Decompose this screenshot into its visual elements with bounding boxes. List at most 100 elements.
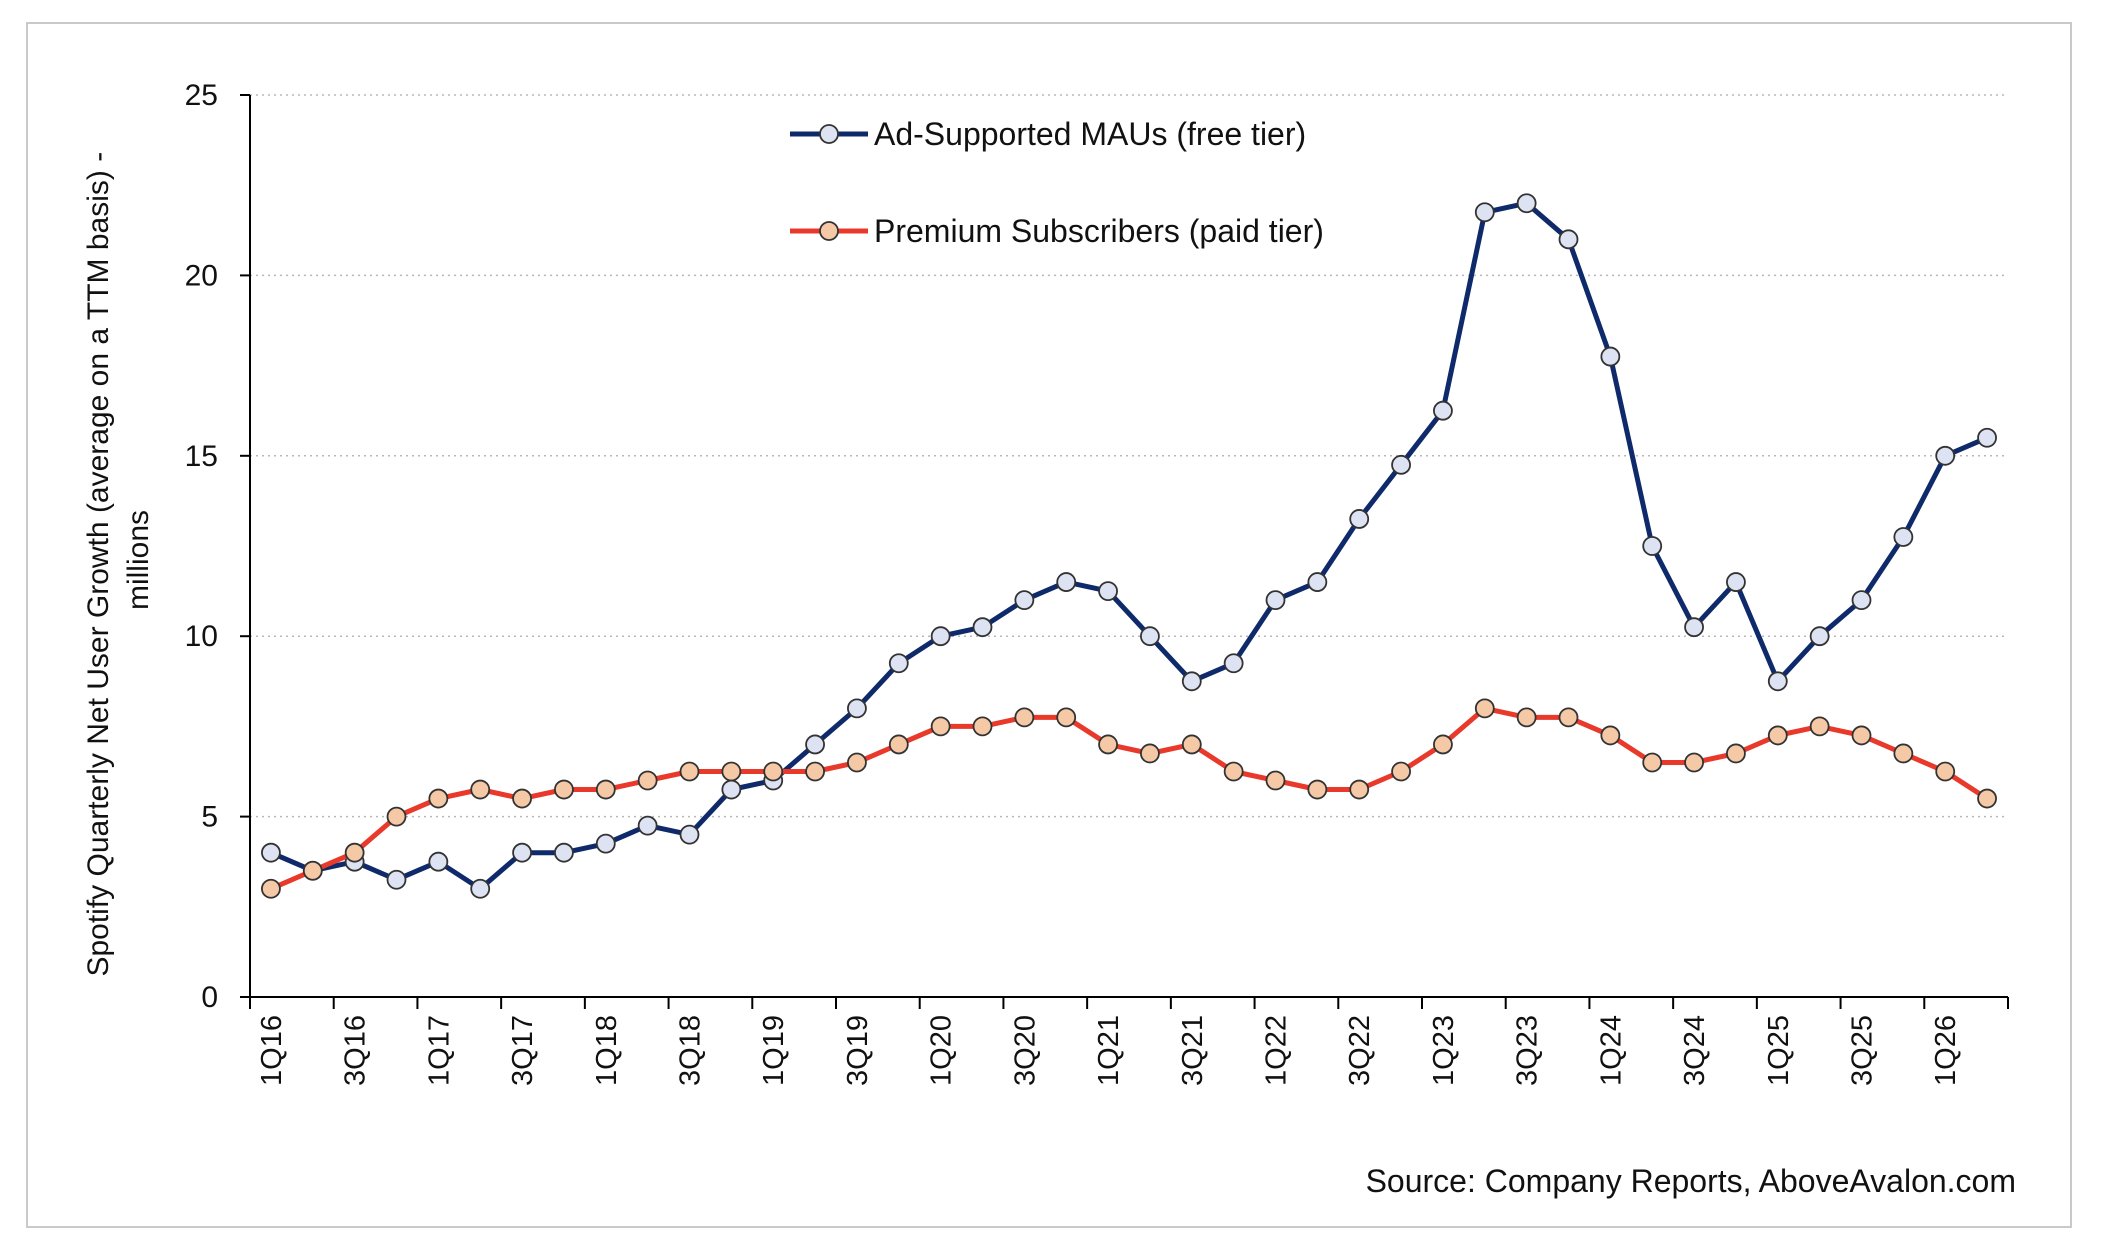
- data-point: [1809, 626, 1830, 647]
- x-tick-label: 1Q16: [256, 1015, 288, 1086]
- data-point: [637, 815, 658, 836]
- y-tick-label: 25: [185, 79, 218, 112]
- data-point: [1600, 725, 1621, 746]
- data-point: [470, 779, 491, 800]
- data-point: [386, 806, 407, 827]
- series-premium: [261, 698, 1997, 899]
- x-tick-label: 1Q26: [1930, 1015, 1962, 1086]
- x-tick-label: 3Q24: [1679, 1015, 1711, 1086]
- data-point: [1181, 734, 1202, 755]
- data-point: [1558, 707, 1579, 728]
- x-tick-label: 1Q22: [1261, 1015, 1293, 1086]
- legend-item: Ad-Supported MAUs (free tier): [790, 116, 1306, 152]
- x-axis-ticks: 1Q16 3Q16 1Q17 3Q17 1Q18 3Q18 1Q19 3Q19 1Q20 3Q20…: [249, 997, 2009, 1086]
- source-note: Source: Company Reports, AboveAvalon.com: [1366, 1163, 2016, 1199]
- data-point: [470, 878, 491, 899]
- data-point: [261, 878, 281, 899]
- data-point: [344, 842, 365, 863]
- data-point: [261, 842, 281, 863]
- axes: [249, 95, 2008, 998]
- y-tick-label: 20: [185, 259, 218, 292]
- data-point: [1767, 671, 1788, 692]
- gridlines: [250, 94, 2008, 818]
- data-point: [1265, 590, 1286, 611]
- x-tick-label: 1Q18: [591, 1015, 623, 1086]
- x-tick-label: 3Q23: [1512, 1015, 1544, 1086]
- data-point: [1809, 716, 1830, 737]
- data-point: [1767, 725, 1788, 746]
- data-point: [1307, 779, 1328, 800]
- data-point: [1851, 725, 1872, 746]
- legend-marker: [819, 221, 839, 241]
- data-point: [1265, 770, 1286, 791]
- data-point: [1014, 707, 1035, 728]
- y-tick-label: 10: [185, 620, 218, 653]
- data-point: [721, 761, 742, 782]
- data-point: [428, 851, 449, 872]
- x-tick-label: 1Q21: [1093, 1015, 1125, 1086]
- data-point: [1349, 509, 1370, 529]
- data-point: [512, 842, 532, 863]
- legend-label: Ad-Supported MAUs (free tier): [874, 116, 1306, 152]
- chart-frame: [26, 22, 2072, 1228]
- data-point: [1851, 590, 1872, 611]
- y-tick-label: 0: [201, 981, 218, 1014]
- data-point: [679, 761, 700, 782]
- series-layer: [261, 193, 1997, 899]
- x-tick-label: 1Q24: [1595, 1015, 1627, 1086]
- data-point: [972, 716, 993, 737]
- data-point: [595, 833, 616, 854]
- data-point: [805, 734, 825, 755]
- data-point: [1056, 707, 1077, 728]
- y-tick-label: 15: [185, 440, 218, 473]
- data-point: [805, 761, 825, 782]
- data-point: [1433, 734, 1453, 755]
- data-point: [302, 860, 323, 881]
- data-point: [1474, 698, 1495, 719]
- data-point: [1140, 743, 1160, 764]
- y-axis-ticks: 0 5 10 15 20 25: [185, 79, 250, 1014]
- data-point: [1516, 707, 1537, 728]
- data-point: [512, 788, 532, 809]
- data-point: [1098, 734, 1118, 755]
- data-point: [847, 698, 867, 719]
- data-point: [1223, 653, 1244, 674]
- x-tick-label: 3Q18: [675, 1015, 707, 1086]
- data-point: [721, 779, 742, 800]
- x-tick-label: 1Q20: [926, 1015, 958, 1086]
- data-point: [1935, 445, 1956, 466]
- data-point: [972, 617, 993, 638]
- data-point: [1181, 671, 1202, 692]
- data-point: [1642, 536, 1663, 556]
- legend-label: Premium Subscribers (paid tier): [874, 213, 1324, 249]
- data-point: [1893, 743, 1914, 764]
- data-point: [554, 779, 574, 800]
- x-tick-label: 3Q16: [340, 1015, 372, 1086]
- data-point: [1684, 617, 1704, 638]
- data-point: [679, 824, 700, 845]
- data-point: [428, 788, 449, 809]
- x-tick-label: 1Q19: [758, 1015, 790, 1086]
- data-point: [1391, 454, 1411, 475]
- data-point: [1516, 193, 1537, 214]
- series-ad-supported: [261, 193, 1997, 899]
- series-line: [269, 200, 1989, 892]
- legend-marker: [819, 124, 839, 144]
- x-tick-label: 3Q21: [1177, 1015, 1209, 1086]
- legend-item: Premium Subscribers (paid tier): [790, 213, 1324, 249]
- data-point: [1600, 346, 1621, 367]
- x-tick-label: 3Q20: [1009, 1015, 1041, 1086]
- data-point: [1307, 572, 1328, 592]
- data-point: [1098, 581, 1118, 601]
- data-point: [1056, 572, 1077, 592]
- data-point: [1349, 779, 1370, 800]
- data-point: [1140, 626, 1160, 647]
- legend: Ad-Supported MAUs (free tier) Premium Sub…: [790, 116, 1324, 249]
- data-point: [1935, 761, 1956, 782]
- data-point: [1223, 761, 1244, 782]
- x-tick-label: 3Q25: [1847, 1015, 1879, 1086]
- x-tick-label: 3Q17: [507, 1015, 539, 1086]
- data-point: [1977, 427, 1997, 448]
- data-point: [763, 761, 784, 782]
